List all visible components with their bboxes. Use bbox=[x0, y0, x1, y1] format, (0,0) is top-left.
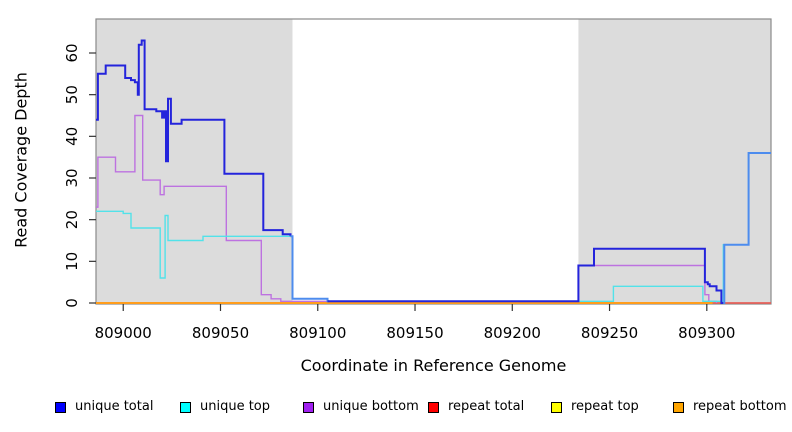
shaded-band-1 bbox=[578, 19, 771, 304]
x-tick-label: 809250 bbox=[581, 324, 638, 342]
series-line-unique-total-1 bbox=[290, 235, 330, 303]
x-tick-label: 809150 bbox=[386, 324, 443, 342]
y-tick-label: 50 bbox=[63, 85, 81, 104]
x-tick-label: 809300 bbox=[678, 324, 735, 342]
series-line-unique-total-3 bbox=[723, 152, 771, 304]
x-axis-title: Coordinate in Reference Genome bbox=[300, 356, 567, 375]
y-tick-label: 10 bbox=[63, 252, 81, 271]
x-tick-label: 809100 bbox=[289, 324, 346, 342]
y-axis-title: Read Coverage Depth bbox=[11, 72, 31, 248]
x-tick-label: 809200 bbox=[484, 324, 541, 342]
series-line-unique-total-2 bbox=[327, 247, 724, 304]
series-line-unique-top-0 bbox=[96, 152, 771, 302]
y-tick-label: 40 bbox=[63, 127, 81, 146]
y-tick-label: 20 bbox=[63, 210, 81, 229]
x-tick-label: 809000 bbox=[95, 324, 152, 342]
y-tick-label: 60 bbox=[63, 43, 81, 62]
y-tick-label: 30 bbox=[63, 168, 81, 187]
shaded-band-0 bbox=[96, 19, 293, 304]
x-tick-label: 809050 bbox=[192, 324, 249, 342]
series-line-unique-total-0 bbox=[96, 39, 292, 237]
y-tick-label: 0 bbox=[63, 298, 81, 308]
